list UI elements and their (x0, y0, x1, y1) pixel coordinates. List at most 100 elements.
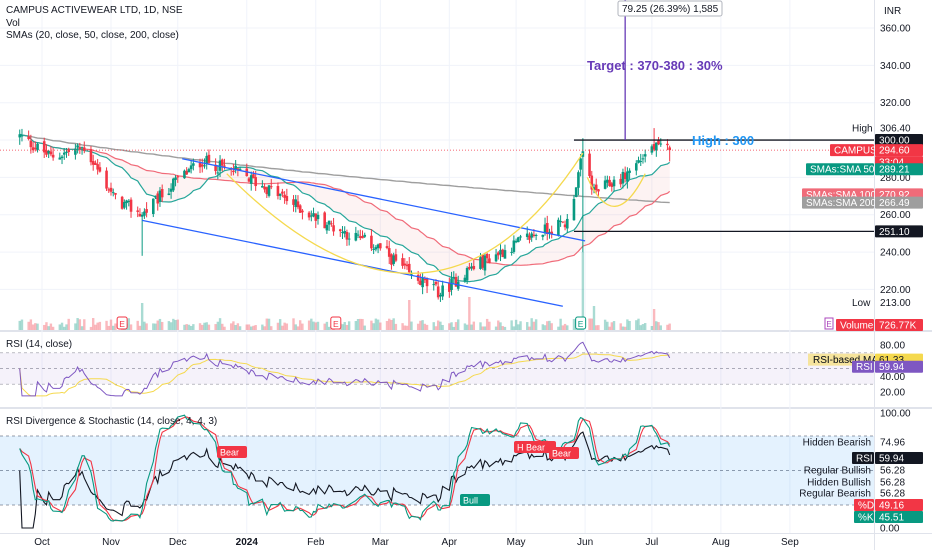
time-tick-label: Feb (307, 537, 325, 548)
volume-bar (603, 319, 607, 330)
candle-body (172, 178, 175, 191)
volume-bar (572, 319, 576, 330)
candle-body (356, 234, 360, 236)
volume-bar (408, 300, 411, 330)
volume-bar (94, 324, 97, 330)
volume-bar (403, 325, 407, 330)
rsi-band (0, 352, 874, 385)
campus-price-bg (875, 144, 923, 157)
candle-body (639, 160, 643, 162)
volume-bar (327, 326, 331, 330)
candle-body (347, 238, 351, 240)
high-price-label: High (852, 124, 873, 135)
volume-bar (67, 318, 70, 330)
channel-upper-line (182, 158, 586, 242)
volume-bar (655, 321, 658, 330)
candle-body (452, 276, 456, 278)
time-axis-divider (0, 533, 932, 534)
volume-bar (519, 321, 522, 330)
candle-body (310, 215, 313, 217)
div-row-value: 56.28 (880, 478, 905, 489)
candle-body (358, 236, 362, 238)
candle-body (62, 152, 66, 155)
candle-body (668, 147, 671, 151)
volume-bar (45, 322, 48, 330)
candle-body (637, 160, 640, 163)
volume-bar (76, 318, 79, 330)
time-tick-label: Dec (169, 537, 187, 548)
candle-body (200, 164, 204, 167)
volume-bar (597, 325, 600, 330)
volume-bar (112, 325, 115, 330)
volume-bar (27, 321, 30, 330)
candle-body (174, 177, 177, 180)
candle-body (127, 200, 131, 203)
rsi-ma-value: 61.33 (879, 355, 904, 366)
candle-body (481, 254, 485, 268)
volume-bar (205, 322, 208, 330)
volume-bar (434, 326, 438, 330)
high-label: High : 300 (692, 133, 754, 148)
volume-bar (51, 326, 55, 330)
candle-body (387, 248, 391, 257)
volume-bar (91, 318, 95, 330)
candle-body (563, 224, 567, 228)
candle-body (608, 179, 611, 186)
candle-body (543, 224, 547, 234)
time-tick-label: 2024 (236, 537, 259, 548)
volume-bar (419, 320, 422, 330)
candle-body (390, 254, 393, 265)
candle-body (565, 218, 569, 229)
candle-body (603, 180, 607, 189)
candle-body (74, 148, 77, 155)
time-tick-label: Jun (577, 537, 593, 548)
candle-body (232, 170, 235, 173)
volume-bar (541, 324, 545, 330)
candle-body (572, 198, 576, 221)
candle-body (140, 214, 144, 217)
time-tick-label: Sep (781, 537, 799, 548)
candle-body (370, 235, 373, 249)
candle-body (588, 153, 591, 176)
candle-body (494, 254, 498, 262)
sma-legend: SMAs (20, close, 50, close, 200, close) (6, 30, 179, 41)
volume-bar (359, 318, 362, 330)
candle-body (129, 199, 133, 212)
candle-body (265, 187, 269, 195)
volume-bar (29, 319, 33, 330)
candle-body (189, 165, 193, 170)
volume-bar (221, 323, 224, 330)
volume-bar (198, 323, 202, 330)
volume-bar (58, 324, 62, 330)
volume-bar (63, 326, 66, 330)
candle-body (436, 286, 440, 298)
candle-body (372, 248, 375, 250)
drawings[interactable]: Target : 370-380 : 30% High : 300 79.25 (2… (0, 0, 874, 506)
volume-bar (203, 322, 206, 330)
volume-bar (312, 321, 315, 330)
volume-bar (172, 318, 175, 330)
div-row-value-bg (875, 499, 923, 511)
candle-body (561, 221, 565, 223)
volume-bar (481, 326, 484, 330)
volume-bars (18, 252, 671, 330)
candle-body (145, 209, 148, 213)
candle-body (574, 187, 578, 197)
volume-bar (452, 326, 455, 330)
candle-body (45, 150, 48, 155)
candle-body (80, 147, 84, 149)
candle-body (465, 267, 469, 281)
price-tick-label: 280.00 (880, 173, 911, 184)
candle-body (628, 170, 631, 173)
candle-body (650, 146, 654, 153)
sma100-label: SMAs:SMA 100 (806, 190, 876, 201)
earnings-marker (575, 316, 587, 330)
candle-body (483, 255, 487, 271)
campus-label: CAMPUS (834, 146, 877, 157)
volume-bar (292, 318, 295, 330)
volume-bar (174, 320, 177, 330)
candle-body (579, 158, 582, 170)
divergence-tag-bg (549, 447, 579, 459)
div-row-value: 59.94 (879, 454, 904, 465)
